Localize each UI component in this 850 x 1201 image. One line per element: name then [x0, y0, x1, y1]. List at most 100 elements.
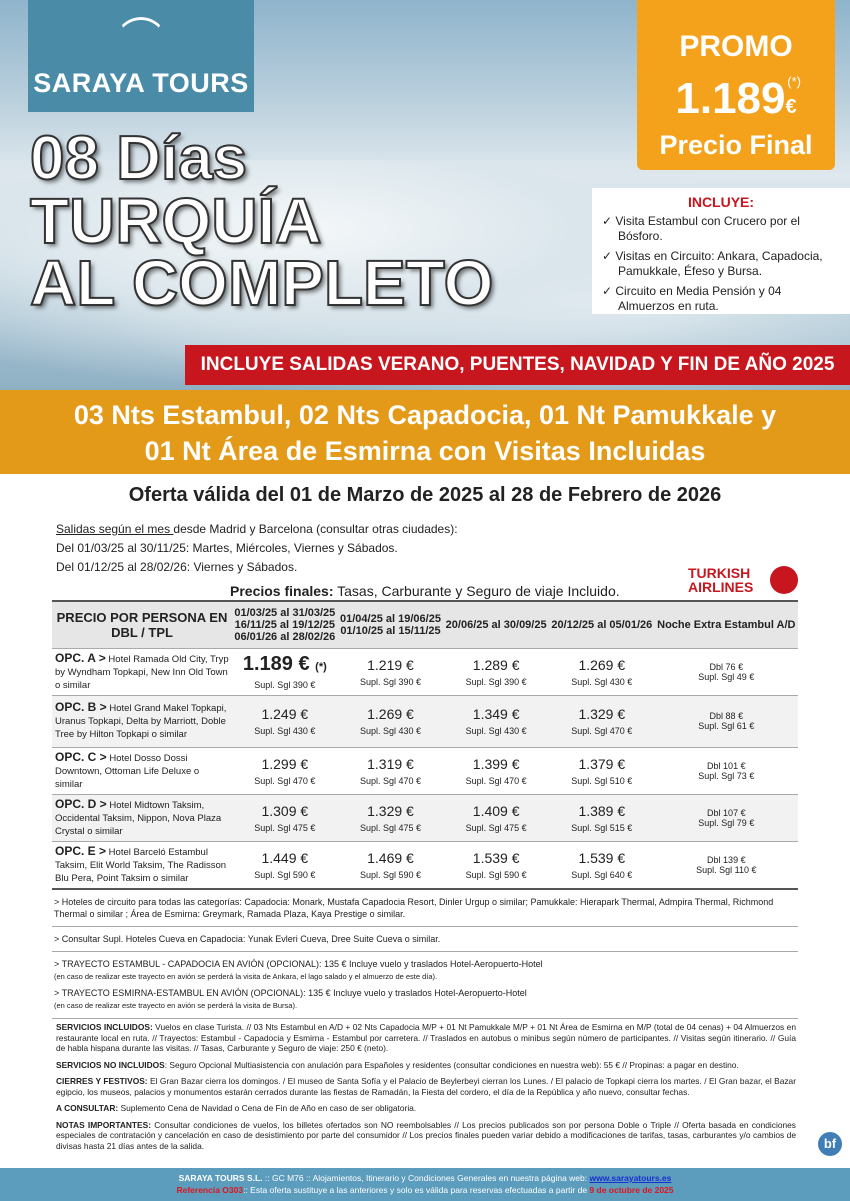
price-cell: 1.249 € Supl. Sgl 430 €: [232, 694, 338, 747]
price-cell: 1.539 € Supl. Sgl 640 €: [548, 840, 655, 888]
price: 1.319 €: [367, 755, 414, 772]
single-supplement: Supl. Sgl 430 €: [254, 726, 316, 736]
table-row: OPC. C > Hotel Dosso Dossi Downtown, Ott…: [52, 746, 798, 794]
legal-label: CIERRES Y FESTIVOS:: [56, 1076, 148, 1086]
extra-night-cell: Dbl 76 € Supl. Sgl 49 €: [654, 647, 798, 695]
price-cell: 1.189 € (*) Supl. Sgl 390 €: [232, 647, 338, 695]
extra-night-single: Supl. Sgl 79 €: [698, 817, 755, 828]
extra-night-double: Dbl 88 €: [709, 711, 744, 721]
promo-final-label: Precio Final: [659, 130, 813, 160]
price: 1.269 €: [367, 706, 414, 722]
hotel-list: Hotel Grand Makel Topkapi, Uranus Topkap…: [55, 703, 227, 740]
price: 1.309 €: [261, 802, 309, 819]
price-cell: 1.319 € Supl. Sgl 470 €: [337, 746, 444, 794]
extra-night-single: Supl. Sgl 61 €: [698, 721, 755, 731]
legal-label: SERVICIOS NO INCLUIDOS: [56, 1059, 165, 1070]
table-row: OPC. D > Hotel Midtown Taksim, Occidenta…: [52, 793, 798, 841]
price: 1.539 €: [472, 849, 520, 866]
legal-label: SERVICIOS INCLUIDOS:: [56, 1022, 153, 1032]
legal-text: Suplemento Cena de Navidad o Cena de Fin…: [118, 1103, 417, 1113]
single-supplement: Supl. Sgl 470 €: [465, 775, 527, 786]
footer-text: :: GC M76 :: Alojamientos, Itinerario y …: [262, 1173, 590, 1183]
hotel-list: Hotel Ramada Old City, Tryp by Wyndham T…: [55, 653, 229, 691]
single-supplement: Supl. Sgl 475 €: [254, 822, 316, 833]
column-header: 01/03/25 al 31/03/25 16/11/25 al 19/12/2…: [232, 600, 338, 648]
title-line-1: 08 Días: [29, 124, 248, 193]
price: 1.469 €: [367, 849, 414, 866]
table-row: OPC. E > Hotel Barceló Estambul Taksim, …: [52, 840, 798, 888]
single-supplement: Supl. Sgl 515 €: [571, 822, 633, 833]
option-label: OPC. E >: [55, 843, 107, 858]
column-header: 20/12/25 al 05/01/26: [548, 600, 655, 648]
single-supplement: Supl. Sgl 470 €: [254, 775, 316, 786]
departures-line-1: Del 01/03/25 al 30/11/25: Martes, Miérco…: [56, 541, 398, 555]
extra-night-double: Dbl 139 €: [707, 854, 746, 865]
option-label: OPC. C >: [55, 749, 107, 764]
website-link[interactable]: www.sarayatours.es: [589, 1173, 672, 1183]
includes-box: INCLUYE: ✓ Visita Estambul con Crucero p…: [592, 188, 850, 314]
price-cell: 1.329 € Supl. Sgl 470 €: [548, 694, 655, 747]
price: 1.219 €: [367, 656, 414, 673]
extra-night-cell: Dbl 88 € Supl. Sgl 61 €: [654, 694, 798, 747]
price: 1.389 €: [578, 802, 626, 819]
price: 1.329 €: [578, 706, 626, 722]
price: 1.189 € (*): [242, 653, 327, 675]
departures-info: Salidas según el mes desde Madrid y Barc…: [56, 520, 458, 577]
price-cell: 1.219 € Supl. Sgl 390 €: [337, 647, 444, 695]
price: 1.329 €: [367, 802, 414, 819]
note-flights: > TRAYECTO ESTAMBUL - CAPADOCIA EN AVIÓN…: [52, 952, 798, 1019]
legal-text: : Seguro Opcional Multiasistencia con an…: [164, 1059, 739, 1070]
price: 1.399 €: [472, 755, 520, 772]
single-supplement: Supl. Sgl 430 €: [571, 676, 633, 687]
title-line-3: AL COMPLETO: [29, 247, 494, 319]
legal-consult: A CONSULTAR: Suplemento Cena de Navidad …: [56, 1103, 796, 1114]
include-text: Visitas en Circuito: Ankara, Capadocia, …: [615, 249, 823, 278]
single-supplement: Supl. Sgl 430 €: [465, 726, 527, 736]
legal-text: Consultar condiciones de vuelos, los bil…: [56, 1119, 796, 1151]
include-item: ✓ Visita Estambul con Crucero por el Bós…: [602, 214, 800, 243]
column-header: PRECIO POR PERSONA EN DBL / TPL: [52, 600, 232, 648]
include-item: ✓ Circuito en Media Pensión y 04 Almuerz…: [602, 284, 782, 313]
price: 1.349 €: [472, 706, 520, 722]
price-cell: 1.269 € Supl. Sgl 430 €: [337, 694, 444, 747]
note-hotels: > Hoteles de circuito para todas las cat…: [52, 890, 798, 927]
promo-asterisk: (*): [787, 74, 801, 89]
includes-heading: INCLUYE:: [687, 194, 755, 210]
turkish-airlines-logo: TURKISH AIRLINES: [688, 566, 798, 594]
note-flight-1: > TRAYECTO ESTAMBUL - CAPADOCIA EN AVIÓN…: [54, 959, 543, 969]
prices-note-bold: Precios finales:: [230, 583, 334, 599]
price-cell: 1.349 € Supl. Sgl 430 €: [443, 694, 549, 747]
departures-line-2: Del 01/12/25 al 28/02/26: Viernes y Sába…: [56, 560, 298, 574]
price-cell: 1.389 € Supl. Sgl 515 €: [548, 793, 655, 841]
promo-label: PROMO: [679, 30, 793, 63]
extra-night-single: Supl. Sgl 49 €: [698, 671, 755, 682]
table-row: OPC. A > Hotel Ramada Old City, Tryp by …: [52, 647, 798, 695]
price: 1.289 €: [472, 656, 520, 673]
legal-not-included: SERVICIOS NO INCLUIDOS: Seguro Opcional …: [56, 1060, 796, 1071]
brand-logo: ⌒ SARAYA TOURS: [28, 0, 254, 112]
arch-bird-icon: ⌒: [121, 16, 161, 60]
legal-text: El Gran Bazar cierra los domingos. / El …: [56, 1076, 797, 1097]
departures-intro: desde Madrid y Barcelona (consultar otra…: [173, 522, 458, 536]
footer-reference: Referencia O303: [176, 1185, 244, 1195]
price-asterisk: (*): [315, 661, 327, 673]
single-supplement: Supl. Sgl 430 €: [359, 726, 421, 736]
price: 1.269 €: [578, 656, 626, 673]
footer-company: SARAYA TOURS S.L.: [178, 1173, 263, 1183]
note-flight-2-detail: (en caso de realizar este trayecto en av…: [54, 1001, 298, 1010]
extra-night-double: Dbl 101 €: [707, 760, 746, 771]
single-supplement: Supl. Sgl 390 €: [465, 676, 527, 687]
price-cell: 1.309 € Supl. Sgl 475 €: [232, 793, 338, 841]
hotel-list: Hotel Midtown Taksim, Occidental Taksim,…: [55, 799, 222, 837]
legal-text: Vuelos en clase Turista. // 03 Nts Estam…: [56, 1022, 796, 1053]
legal-label: NOTAS IMPORTANTES:: [56, 1119, 151, 1130]
footer-date: 9 de octubre de 2025: [589, 1185, 674, 1195]
legal-label: A CONSULTAR:: [56, 1103, 119, 1113]
hotel-list: Hotel Barceló Estambul Taksim, Elit Worl…: [55, 846, 227, 884]
single-supplement: Supl. Sgl 510 €: [571, 775, 633, 786]
legal-terms: SERVICIOS INCLUIDOS: Vuelos en clase Tur…: [56, 1022, 796, 1157]
itinerary-line-1: 03 Nts Estambul, 02 Nts Capadocia, 01 Nt…: [73, 400, 777, 430]
include-item: ✓ Visitas en Circuito: Ankara, Capadocia…: [602, 249, 823, 278]
promo-price: 1.189€: [637, 76, 835, 130]
footer: SARAYA TOURS S.L. :: GC M76 :: Alojamien…: [0, 1168, 850, 1201]
